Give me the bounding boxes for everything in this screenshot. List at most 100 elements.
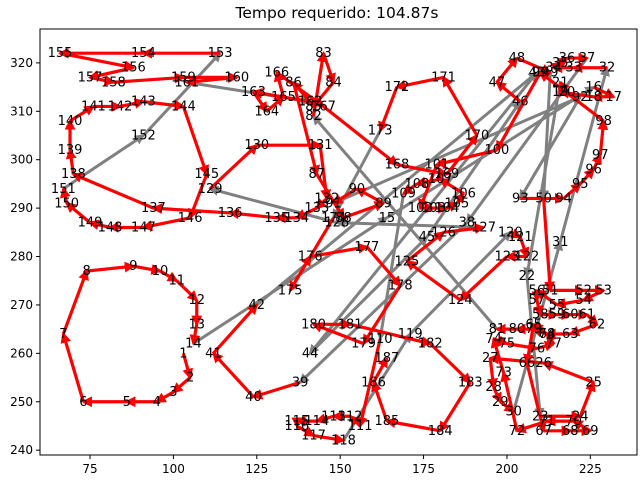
red-route-segment [495,80,522,103]
point-label: 2 [186,371,194,386]
point-label: 145 [194,167,219,182]
point-label: 31 [552,235,569,250]
red-route-layer [57,47,616,445]
point-label: 36 [559,51,576,66]
point-label: 99 [532,66,549,81]
red-route-segment [211,351,255,398]
red-route-segment [113,72,186,84]
point-label: 127 [471,220,496,235]
red-route-segment [414,176,441,188]
point-label: 75 [499,337,516,352]
point-label: 146 [178,211,203,226]
point-label: 156 [121,61,146,76]
point-label: 3 [169,385,177,400]
red-route-segment [189,324,201,346]
point-label: 40 [245,390,262,405]
point-label: 173 [368,124,393,139]
point-label: 37 [579,51,596,66]
point-label: 66 [519,356,536,371]
red-route-segment [371,380,389,422]
red-route-segment [495,56,519,84]
point-label: 87 [309,167,326,182]
point-label: 73 [495,366,512,381]
y-tick-label: 310 [10,104,33,118]
red-route-segment [434,148,498,168]
point-label: 67 [535,424,552,439]
point-label: 41 [205,346,222,361]
red-route-segment [171,376,192,394]
point-label: 18 [585,90,602,105]
red-route-segment [568,322,598,337]
point-label: 56 [529,283,546,298]
point-label: 184 [428,424,453,439]
red-route-segment [309,242,369,259]
grey-route-segment [309,235,429,355]
point-label: 14 [185,337,202,352]
point-label: 29 [492,395,509,410]
point-label: 119 [398,327,423,342]
point-label: 131 [308,138,333,153]
point-label: 180 [301,317,326,332]
red-route-segment [188,173,209,220]
point-label: 109 [391,187,416,202]
point-label: 74 [485,332,502,347]
red-route-segment [429,342,472,384]
point-label: 157 [78,70,103,85]
red-route-segment [556,56,569,68]
red-route-segment [291,81,320,177]
red-route-segment [251,380,301,400]
point-label: 57 [529,293,546,308]
red-route-segment [59,51,136,72]
point-label: 45 [419,230,436,245]
red-route-segment [578,380,596,417]
point-label: 21 [552,75,569,90]
point-label: 16 [585,80,602,95]
red-route-segment [443,223,486,234]
red-route-segment [585,313,599,326]
point-label: 10 [152,264,169,279]
red-route-segment [315,197,328,210]
red-route-segment [581,288,605,302]
point-label: 126 [431,225,456,240]
x-tick-label: 150 [329,462,352,476]
point-label: 19 [552,85,569,100]
point-label: 84 [325,75,342,90]
red-route-segment [442,75,479,137]
point-label: 69 [582,424,599,439]
point-label: 49 [542,66,559,81]
point-label: 65 [525,317,542,332]
red-route-segment [396,162,450,178]
point-label: 167 [311,99,336,114]
point-label: 9 [129,259,137,274]
point-label: 12 [188,293,205,308]
red-route-segment [318,144,332,201]
y-tick-label: 300 [10,153,33,167]
point-label: 182 [418,337,443,352]
red-route-segment [322,105,399,166]
point-label: 165 [271,90,296,105]
red-route-segment [133,264,163,275]
grey-route-segment [425,99,522,239]
red-route-segment [579,167,596,185]
point-label: 113 [321,409,346,424]
point-label: 151 [51,182,76,197]
grey-route-segment [332,95,583,205]
red-route-segment [500,370,519,432]
point-label: 62 [589,317,606,332]
point-label: 78 [539,327,556,342]
red-route-segment [175,279,199,302]
point-label: 129 [198,182,223,197]
point-label: 103 [421,201,446,216]
red-route-segment [401,182,418,195]
grey-route-segment [538,72,552,201]
point-label: 47 [489,75,506,90]
point-label: 107 [428,172,453,187]
point-label: 136 [218,206,243,221]
point-label: 174 [321,211,346,226]
point-label: 154 [131,46,156,61]
red-route-segment [458,255,509,302]
point-label: 60 [562,308,579,323]
red-route-segment [372,356,389,384]
point-label: 132 [314,191,339,206]
red-route-segment [296,424,316,438]
